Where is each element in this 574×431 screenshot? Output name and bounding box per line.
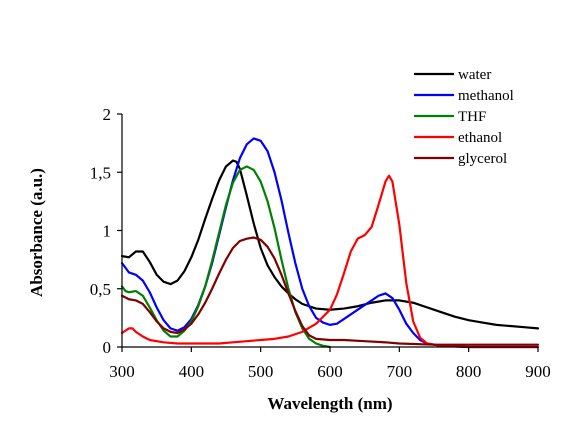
series-line-ethanol [120, 174, 540, 349]
x-tick-label: 900 [525, 362, 551, 381]
x-tick-label: 700 [387, 362, 413, 381]
series-line-glycerol [120, 236, 540, 346]
series-line-water [120, 159, 540, 330]
x-tick-label: 500 [248, 362, 274, 381]
series-layer [120, 137, 540, 349]
x-tick-label: 400 [179, 362, 205, 381]
x-tick-label: 800 [456, 362, 482, 381]
ticks-layer: 300 400 500 600 700 800 900 0 0,5 1 1,5 2 [90, 105, 551, 381]
legend-label-ethanol: ethanol [458, 130, 502, 146]
y-tick-label: 2 [103, 105, 112, 124]
x-tick-label: 600 [317, 362, 343, 381]
series-line-methanol [120, 137, 540, 349]
x-tick-label: 300 [109, 362, 135, 381]
y-axis-title: Absorbance (a.u.) [27, 168, 46, 297]
axes-layer [121, 114, 538, 348]
legend-label-thf: THF [458, 109, 486, 125]
y-tick-label: 0,5 [90, 280, 111, 299]
legend-label-methanol: methanol [458, 88, 514, 104]
x-axis-title: Wavelength (nm) [267, 394, 392, 413]
legend: water methanol THF ethanol glycerol [414, 67, 514, 167]
legend-label-water: water [458, 67, 491, 83]
y-tick-label: 0 [103, 338, 112, 357]
y-tick-label: 1,5 [90, 163, 111, 182]
y-tick-label: 1 [103, 222, 112, 241]
legend-label-glycerol: glycerol [458, 151, 507, 167]
